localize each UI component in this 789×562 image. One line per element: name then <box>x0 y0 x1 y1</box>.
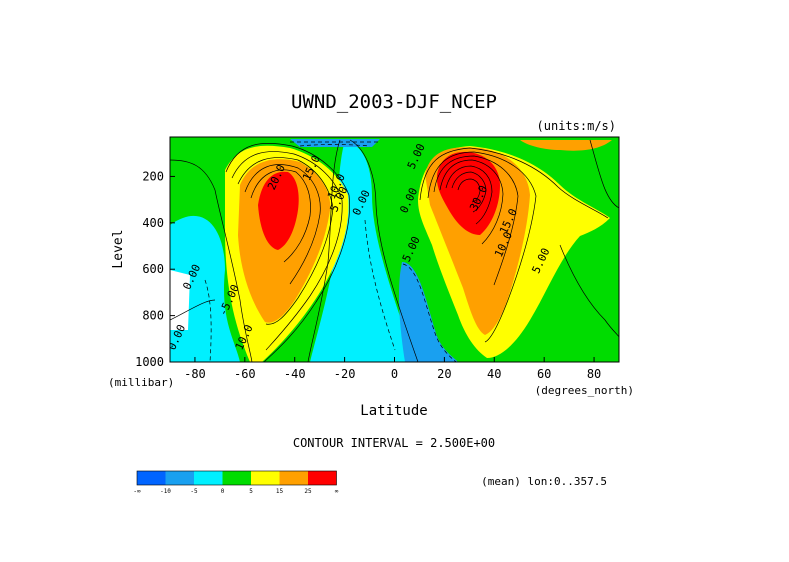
units-label: (units:m/s) <box>537 119 616 133</box>
color-bar-label: 0 <box>221 488 225 495</box>
color-bar-label: 25 <box>304 488 312 495</box>
y-tick-label: 800 <box>142 309 164 323</box>
x-axis-title: Latitude <box>360 403 427 419</box>
color-bar-swatch <box>222 471 251 485</box>
x-tick-label: -60 <box>234 367 256 381</box>
cyan-region-tropics <box>310 140 415 362</box>
color-bar-label: ∞ <box>335 488 339 495</box>
color-bar-swatch <box>251 471 280 485</box>
contour-interval-text: CONTOUR INTERVAL = 2.500E+00 <box>293 436 495 450</box>
x-axis: -80 -60 -40 -20 0 20 40 60 80 <box>184 357 601 381</box>
x-axis-unit: (degrees_north) <box>535 384 634 397</box>
y-tick-label: 200 <box>142 169 164 183</box>
white-gap-region <box>170 270 190 330</box>
red-core-north-jet <box>436 151 500 235</box>
color-bar-swatch <box>308 471 337 485</box>
y-axis-title: Level <box>111 229 126 268</box>
y-tick-label: 600 <box>142 262 164 276</box>
negative-contour-lines <box>204 141 457 362</box>
red-core-south-jet <box>258 171 299 250</box>
color-bar-swatch <box>137 471 166 485</box>
color-bar-label: 5 <box>249 488 253 495</box>
color-bar-swatch <box>279 471 308 485</box>
y-tick-label: 1000 <box>135 355 164 369</box>
color-bar-label: -10 <box>160 488 171 495</box>
chart-title: UWND_2003-DJF_NCEP <box>291 91 497 113</box>
x-tick-label: 0 <box>391 367 398 381</box>
y-axis: 200 400 600 800 1000 <box>135 169 175 369</box>
x-tick-label: -20 <box>334 367 356 381</box>
plot-area: 20.0 15.010.05.00 0.000.00-5.000.00 10.00.0… <box>170 137 619 362</box>
x-tick-label: 80 <box>587 367 601 381</box>
x-tick-label: 40 <box>487 367 501 381</box>
contour-lines <box>170 139 619 362</box>
x-tick-label: -80 <box>184 367 206 381</box>
x-tick-label: 60 <box>537 367 551 381</box>
x-tick-label: 20 <box>437 367 451 381</box>
y-tick-label: 400 <box>142 216 164 230</box>
color-bar-swatch <box>194 471 223 485</box>
color-bar-frame <box>136 470 337 486</box>
orange-region-top-right <box>520 140 612 151</box>
color-bar-swatch <box>165 471 194 485</box>
footer-text: (mean) lon:0..357.5 <box>481 475 607 488</box>
color-bar-label: 15 <box>276 488 284 495</box>
color-bar-label: -∞ <box>133 488 141 495</box>
color-bar-label: -5 <box>190 488 198 495</box>
y-axis-unit: (millibar) <box>108 376 174 389</box>
color-bar: -∞ -10 -5 0 5 15 25 ∞ <box>133 470 339 495</box>
x-tick-label: -40 <box>284 367 306 381</box>
